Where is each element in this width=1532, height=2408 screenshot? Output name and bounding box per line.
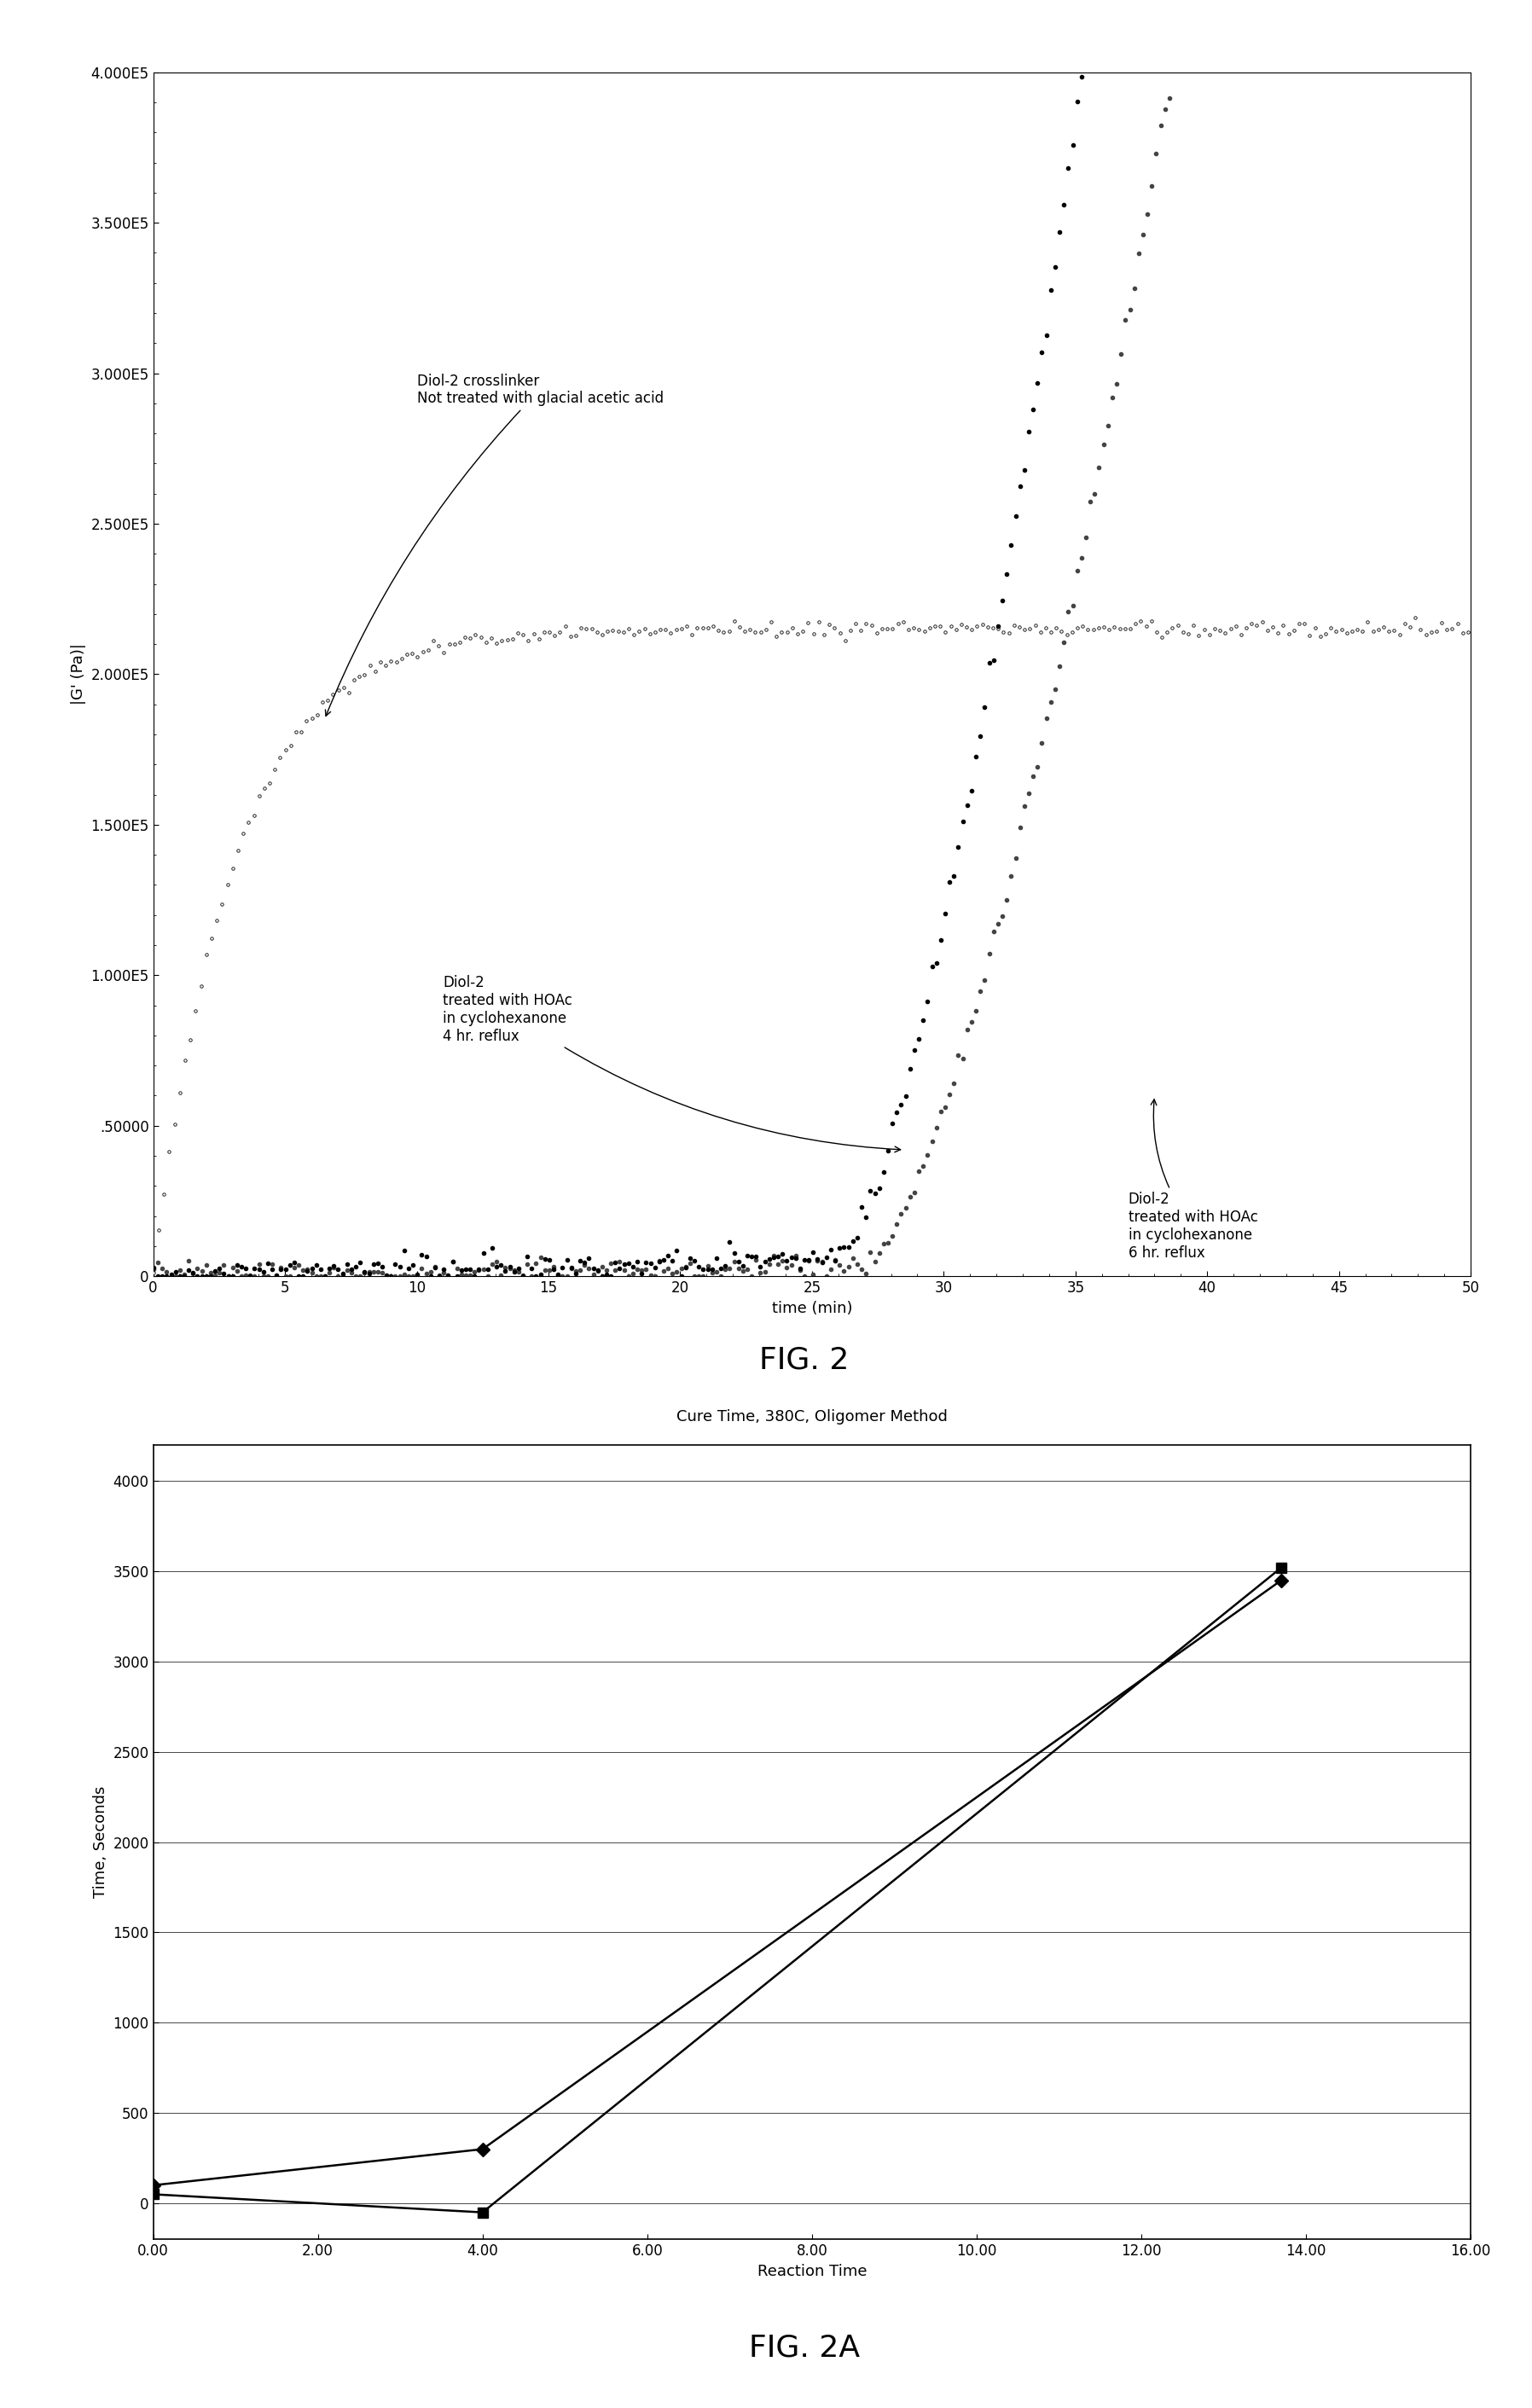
G',G" Crossover xyxy=(144,2179,162,2208)
Text: Diol-2 crosslinker
Not treated with glacial acetic acid: Diol-2 crosslinker Not treated with glac… xyxy=(325,373,663,715)
Title: Cure Time, 380C, Oligomer Method: Cure Time, 380C, Oligomer Method xyxy=(677,1409,947,1426)
Text: Diol-2
treated with HOAc
in cyclohexanone
6 hr. reflux: Diol-2 treated with HOAc in cyclohexanon… xyxy=(1128,1100,1258,1259)
Line: Inflection Point: Inflection Point xyxy=(149,1575,1285,2189)
Text: FIG. 2: FIG. 2 xyxy=(760,1346,849,1375)
Text: Diol-2
treated with HOAc
in cyclohexanone
4 hr. reflux: Diol-2 treated with HOAc in cyclohexanon… xyxy=(443,975,901,1151)
X-axis label: time (min): time (min) xyxy=(772,1300,852,1315)
Inflection Point xyxy=(144,2172,162,2201)
G',G" Crossover xyxy=(1272,1553,1290,1582)
X-axis label: Reaction Time: Reaction Time xyxy=(757,2264,867,2278)
G',G" Crossover xyxy=(473,2199,492,2227)
Line: G',G" Crossover: G',G" Crossover xyxy=(149,1563,1285,2218)
Inflection Point xyxy=(473,2133,492,2162)
Y-axis label: |G' (Pa)|: |G' (Pa)| xyxy=(70,643,86,706)
Text: FIG. 2A: FIG. 2A xyxy=(749,2333,859,2362)
Y-axis label: Time, Seconds: Time, Seconds xyxy=(93,1787,109,1898)
Inflection Point xyxy=(1272,1565,1290,1594)
